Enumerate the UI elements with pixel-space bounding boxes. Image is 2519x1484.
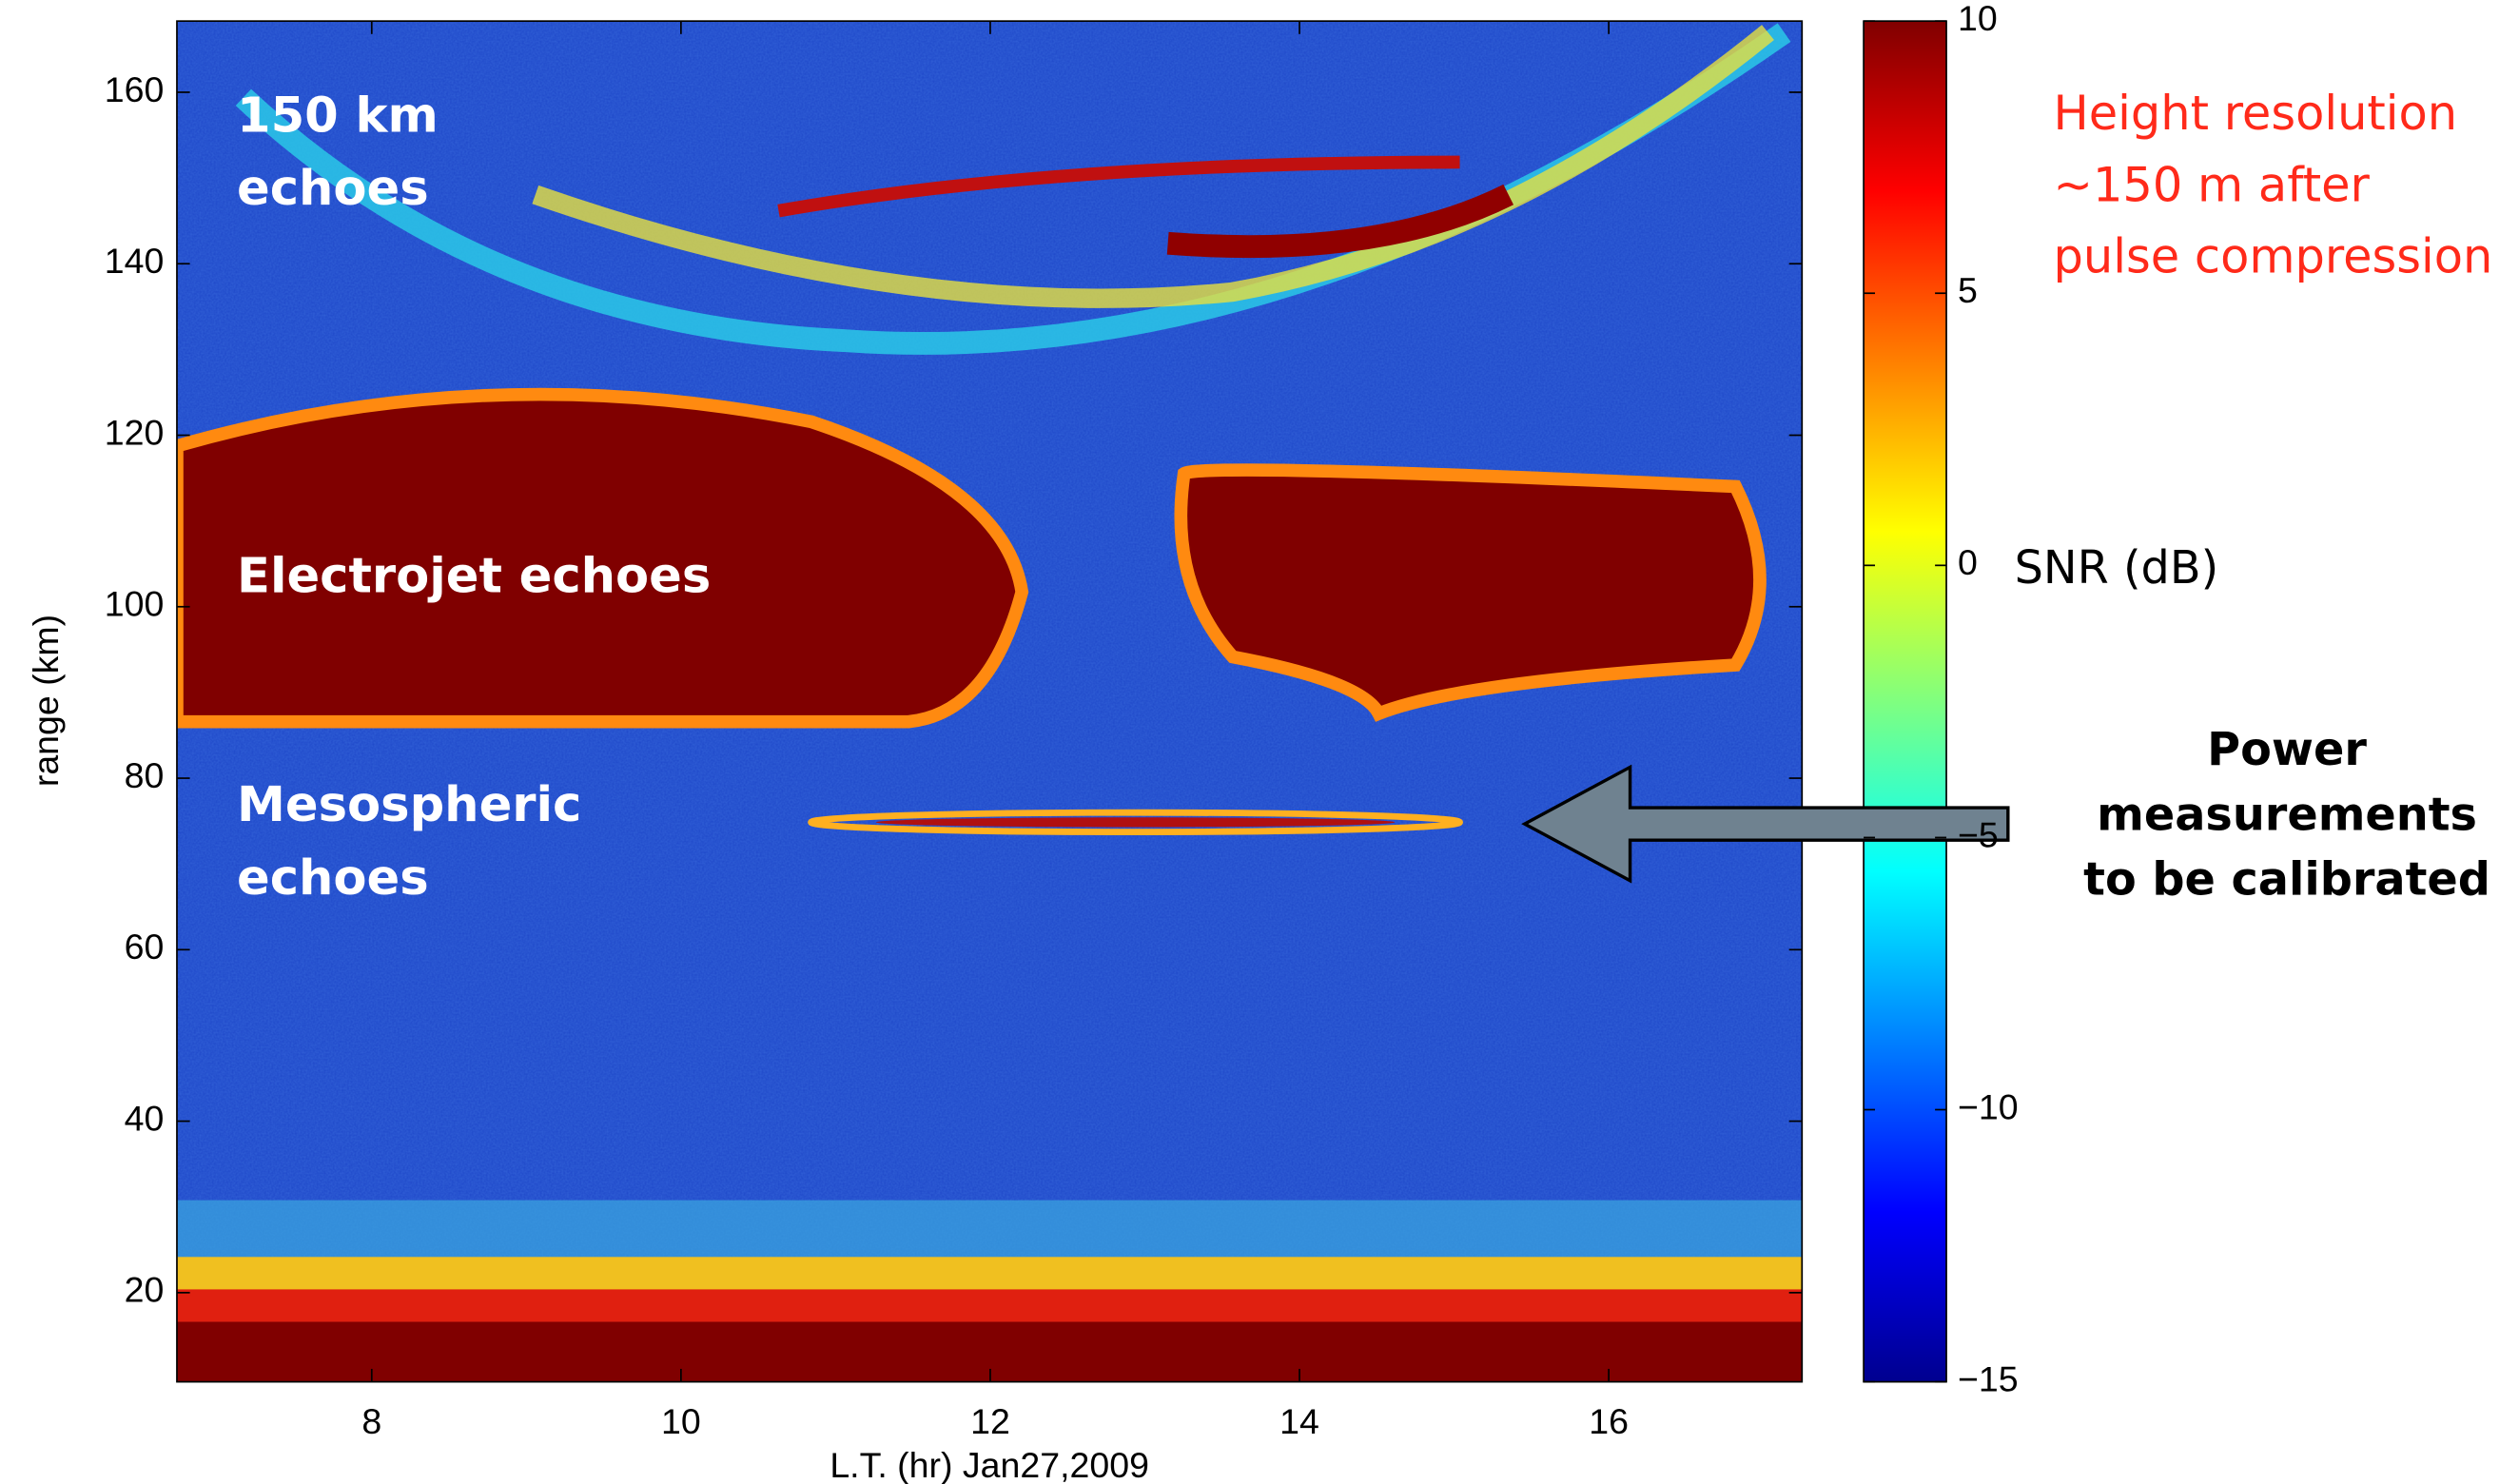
y-tick-label: 80 bbox=[125, 755, 165, 795]
annotation: echoes bbox=[237, 850, 429, 907]
y-tick-label: 120 bbox=[105, 412, 165, 452]
colorbar-tick-label: 0 bbox=[1958, 542, 1978, 582]
x-tick-label: 12 bbox=[970, 1401, 1010, 1441]
y-tick-label: 100 bbox=[105, 584, 165, 624]
y-axis-label: range (km) bbox=[26, 615, 66, 787]
x-tick-label: 14 bbox=[1279, 1401, 1319, 1441]
colorbar-tick-label: −15 bbox=[1958, 1358, 2019, 1398]
annotation: 150 km bbox=[237, 88, 439, 144]
x-tick-label: 10 bbox=[661, 1401, 701, 1441]
annotation: pulse compression bbox=[2054, 228, 2493, 283]
annotation: Height resolution bbox=[2054, 86, 2458, 141]
annotation: to be calibrated bbox=[2083, 853, 2490, 906]
x-tick-label: 8 bbox=[361, 1401, 381, 1441]
colorbar-tick-label: 5 bbox=[1958, 270, 1978, 310]
arrow bbox=[1521, 764, 2010, 884]
annotation: echoes bbox=[237, 161, 429, 217]
colorbar-tick-label: 10 bbox=[1958, 0, 1998, 38]
x-axis-label: L.T. (hr) Jan27,2009 bbox=[830, 1445, 1149, 1484]
heatmap-image bbox=[176, 21, 1803, 1382]
annotation: Electrojet echoes bbox=[237, 549, 711, 605]
annotation: Power bbox=[2207, 724, 2367, 776]
x-tick-label: 16 bbox=[1589, 1401, 1629, 1441]
annotation: measurements bbox=[2097, 789, 2477, 841]
y-tick-label: 140 bbox=[105, 241, 165, 281]
y-tick-label: 20 bbox=[125, 1270, 165, 1310]
y-tick-label: 60 bbox=[125, 927, 165, 967]
y-tick-label: 160 bbox=[105, 69, 165, 109]
colorbar-label: SNR (dB) bbox=[2015, 542, 2219, 595]
colorbar-tick-label: −10 bbox=[1958, 1086, 2019, 1126]
annotation: ~150 m after bbox=[2054, 157, 2371, 212]
annotation: Mesospheric bbox=[237, 777, 581, 833]
colorbar bbox=[1863, 20, 1947, 1383]
colorbar-tick-label: −5 bbox=[1958, 814, 1999, 854]
y-tick-label: 40 bbox=[125, 1098, 165, 1138]
